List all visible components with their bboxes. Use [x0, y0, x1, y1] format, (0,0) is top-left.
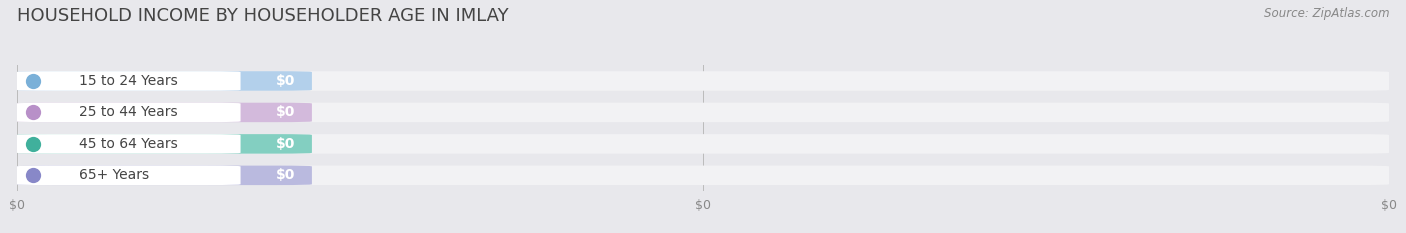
FancyBboxPatch shape [17, 71, 312, 91]
Text: 45 to 64 Years: 45 to 64 Years [79, 137, 177, 151]
Text: $0: $0 [276, 105, 295, 120]
FancyBboxPatch shape [17, 134, 1389, 154]
Text: HOUSEHOLD INCOME BY HOUSEHOLDER AGE IN IMLAY: HOUSEHOLD INCOME BY HOUSEHOLDER AGE IN I… [17, 7, 509, 25]
FancyBboxPatch shape [17, 103, 1389, 122]
FancyBboxPatch shape [17, 103, 240, 122]
FancyBboxPatch shape [17, 103, 312, 122]
FancyBboxPatch shape [17, 134, 312, 154]
FancyBboxPatch shape [17, 71, 240, 91]
Text: $0: $0 [276, 137, 295, 151]
Text: 65+ Years: 65+ Years [79, 168, 149, 182]
FancyBboxPatch shape [17, 166, 240, 185]
FancyBboxPatch shape [17, 71, 1389, 91]
FancyBboxPatch shape [17, 166, 1389, 185]
Text: 25 to 44 Years: 25 to 44 Years [79, 105, 177, 120]
Text: $0: $0 [276, 168, 295, 182]
Text: Source: ZipAtlas.com: Source: ZipAtlas.com [1264, 7, 1389, 20]
Text: 15 to 24 Years: 15 to 24 Years [79, 74, 177, 88]
Text: $0: $0 [276, 74, 295, 88]
FancyBboxPatch shape [17, 166, 312, 185]
FancyBboxPatch shape [17, 134, 240, 154]
